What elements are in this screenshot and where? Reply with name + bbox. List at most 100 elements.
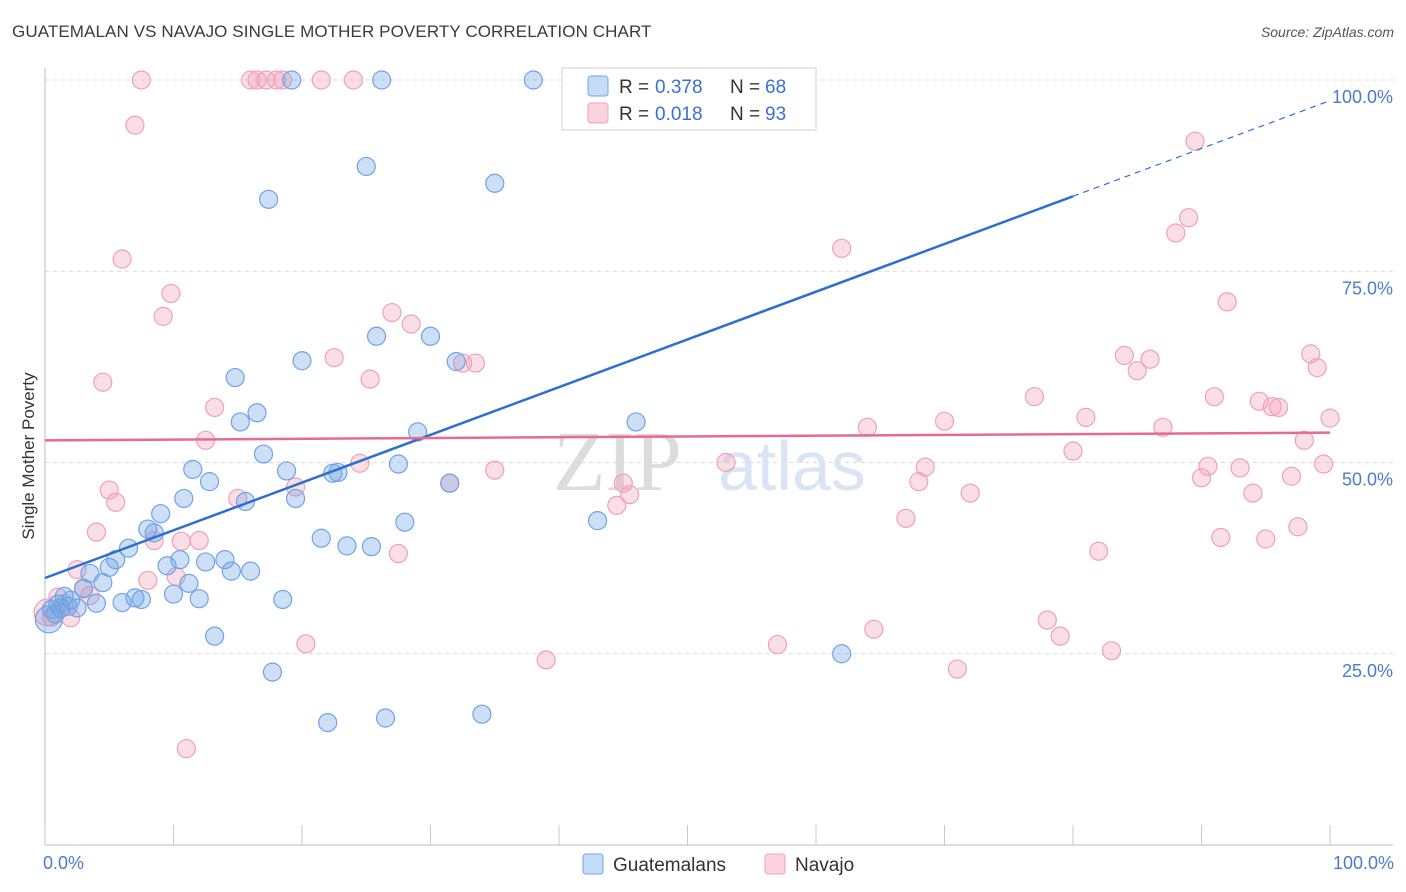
guatemalan-point-44 xyxy=(282,70,302,90)
navajo-point-40 xyxy=(401,314,421,334)
guatemalan-point-27 xyxy=(183,459,203,479)
guatemalan-point-64 xyxy=(485,173,505,193)
navajo-point-8 xyxy=(86,522,107,542)
guatemalan-point-58 xyxy=(395,512,415,532)
navajo-point-63 xyxy=(1050,626,1070,646)
navajo-point-60 xyxy=(960,483,980,503)
guatemalan-point-61 xyxy=(440,473,460,493)
legend-n-label-navajo: N = xyxy=(730,104,760,125)
y-axis-label: Single Mother Poverty xyxy=(19,372,38,540)
navajo-point-37 xyxy=(360,369,380,389)
guatemalan-point-40 xyxy=(258,189,279,209)
guatemalan-point-56 xyxy=(375,708,396,728)
guatemalan-point-47 xyxy=(311,528,331,548)
x-tick-label-max: 100.0% xyxy=(1333,853,1394,873)
guatemalan-point-8 xyxy=(67,598,87,618)
navajo-point-21 xyxy=(176,739,196,759)
navajo-point-47 xyxy=(607,495,627,515)
navajo-point-18 xyxy=(161,283,181,304)
guatemalan-point-11 xyxy=(86,593,107,613)
legend-r-value-navajo: 0.018 xyxy=(655,104,703,125)
guatemalan-point-7 xyxy=(61,590,81,610)
navajo-point-9 xyxy=(93,372,113,392)
navajo-point-59 xyxy=(947,659,967,679)
guatemalan-trend-extension xyxy=(1072,100,1331,197)
navajo-point-35 xyxy=(343,70,363,90)
guatemalan-point-30 xyxy=(199,472,220,492)
series-legend: Guatemalans Navajo xyxy=(582,853,854,876)
trend-lines xyxy=(44,100,1331,580)
series-label-guatemalans: Guatemalans xyxy=(613,855,726,876)
navajo-trend-line xyxy=(44,431,1331,442)
navajo-point-44 xyxy=(485,460,505,480)
guatemalan-trend-line xyxy=(44,195,1074,580)
watermark-zip: ZIP xyxy=(553,413,682,509)
navajo-point-58 xyxy=(934,411,955,431)
x-axis-ticks xyxy=(44,825,1331,845)
navajo-point-48 xyxy=(613,473,633,493)
navajo-points xyxy=(33,70,1340,759)
navajo-point-39 xyxy=(388,543,408,564)
navajo-point-17 xyxy=(153,306,173,326)
guatemalan-point-54 xyxy=(366,326,387,346)
series-label-navajo: Navajo xyxy=(795,855,854,876)
guatemalan-point-57 xyxy=(388,454,408,474)
navajo-point-12 xyxy=(112,249,132,269)
navajo-point-92 xyxy=(1320,408,1340,428)
navajo-point-91 xyxy=(1313,454,1334,474)
legend-swatch-guatemalans xyxy=(587,75,609,97)
guatemalan-point-38 xyxy=(247,403,267,423)
navajo-point-24 xyxy=(205,397,225,418)
guatemalan-point-43 xyxy=(276,461,297,481)
navajo-point-62 xyxy=(1037,610,1057,630)
guatemalan-point-33 xyxy=(221,561,241,581)
guatemalan-point-48 xyxy=(318,712,338,733)
axes xyxy=(44,68,1393,846)
guatemalan-point-15 xyxy=(112,592,132,613)
navajo-point-83 xyxy=(1256,529,1276,549)
navajo-point-15 xyxy=(138,570,158,590)
guatemalan-point-66 xyxy=(587,511,608,531)
guatemalan-point-37 xyxy=(241,561,261,581)
navajo-point-67 xyxy=(1101,641,1122,661)
guatemalan-point-39 xyxy=(253,444,274,464)
guatemalan-point-25 xyxy=(174,488,194,509)
navajo-point-76 xyxy=(1198,456,1218,476)
correlation-legend: R = 0.378 N = 68 R = 0.018 N = 93 xyxy=(561,67,817,131)
navajo-point-50 xyxy=(716,452,736,473)
navajo-point-55 xyxy=(896,508,916,528)
guatemalan-point-62 xyxy=(446,351,466,372)
guatemalan-point-65 xyxy=(523,70,543,90)
series-swatch-guatemalans xyxy=(582,853,604,875)
navajo-point-34 xyxy=(324,348,344,368)
navajo-point-13 xyxy=(125,115,145,135)
navajo-point-11 xyxy=(106,492,126,512)
navajo-point-84 xyxy=(1262,397,1282,417)
y-tick-label-100: 100.0% xyxy=(1332,87,1393,107)
navajo-point-26 xyxy=(241,70,261,90)
guatemalan-point-51 xyxy=(337,536,357,556)
navajo-point-70 xyxy=(1140,349,1160,369)
y-tick-label-25: 25.0% xyxy=(1342,661,1393,681)
guatemalan-point-21 xyxy=(151,504,171,524)
watermark: ZIP atlas xyxy=(553,413,866,509)
chart-source: Source: ZipAtlas.com xyxy=(1260,24,1394,40)
navajo-point-38 xyxy=(382,302,402,323)
navajo-point-66 xyxy=(1089,541,1109,561)
navajo-point-20 xyxy=(171,531,191,551)
legend-swatch-navajo xyxy=(587,102,609,124)
guatemalan-point-60 xyxy=(420,326,441,346)
navajo-point-82 xyxy=(1249,391,1269,411)
legend-n-value-navajo: 93 xyxy=(765,104,786,125)
guatemalan-point-24 xyxy=(170,550,190,570)
navajo-point-74 xyxy=(1185,131,1205,151)
guatemalan-point-67 xyxy=(626,412,646,432)
watermark-atlas: atlas xyxy=(718,427,866,505)
navajo-point-61 xyxy=(1024,387,1045,407)
navajo-point-52 xyxy=(832,238,852,258)
y-tick-label-75: 75.0% xyxy=(1342,278,1393,298)
navajo-point-33 xyxy=(311,70,331,90)
guatemalan-point-31 xyxy=(205,626,225,646)
guatemalan-point-13 xyxy=(99,557,119,577)
chart-title: GUATEMALAN VS NAVAJO SINGLE MOTHER POVER… xyxy=(12,22,652,41)
